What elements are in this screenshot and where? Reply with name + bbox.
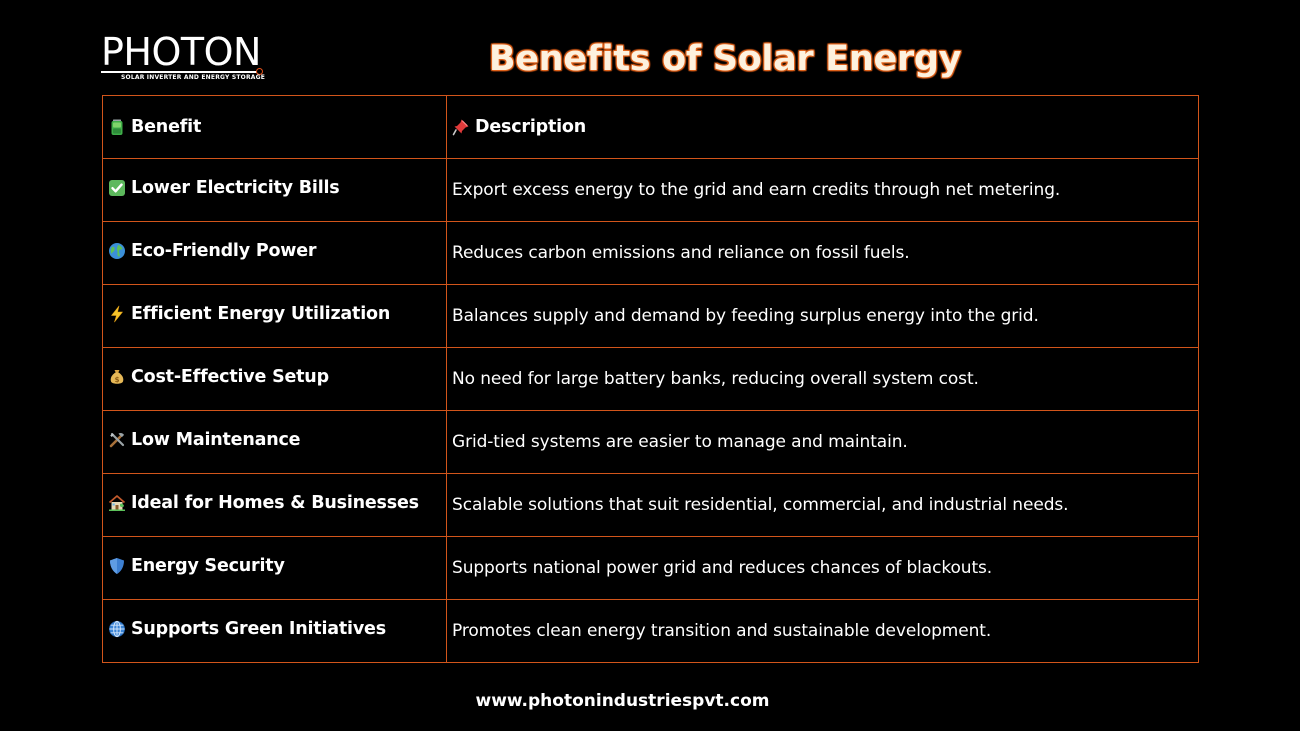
description-cell: Reduces carbon emissions and reliance on…: [446, 221, 1199, 285]
table-row: Ideal for Homes & Businesses Scalable sol…: [102, 473, 1199, 537]
logo-tagline: SOLAR INVERTER AND ENERGY STORAGE: [121, 74, 266, 81]
pushpin-icon: [452, 118, 470, 136]
benefit-label: Low Maintenance: [131, 430, 301, 450]
description-cell: Supports national power grid and reduces…: [446, 536, 1199, 600]
globe-meridians-icon: [108, 620, 126, 638]
description-text: Balances supply and demand by feeding su…: [452, 306, 1039, 326]
description-text: Promotes clean energy transition and sus…: [452, 621, 992, 641]
benefit-cell: Eco-Friendly Power: [102, 221, 447, 285]
logo-registered-dot: [256, 68, 263, 75]
table-row: $ Cost-Effective Setup No need for large b…: [102, 347, 1199, 411]
description-text: Supports national power grid and reduces…: [452, 558, 993, 578]
benefit-cell: Ideal for Homes & Businesses: [102, 473, 447, 537]
benefit-cell: Supports Green Initiatives: [102, 599, 447, 663]
table-row: Eco-Friendly Power Reduces carbon emissio…: [102, 221, 1199, 285]
page-title: Benefits of Solar Energy: [488, 39, 962, 79]
table-row: Lower Electricity Bills Export excess ene…: [102, 158, 1199, 222]
benefit-cell: Lower Electricity Bills: [102, 158, 447, 222]
globe-icon: [108, 242, 126, 260]
header-benefit-label: Benefit: [131, 117, 202, 137]
table-row: Supports Green Initiatives Promotes clean…: [102, 599, 1199, 663]
table-row: Efficient Energy Utilization Balances sup…: [102, 284, 1199, 348]
svg-text:$: $: [115, 376, 120, 384]
benefit-label: Eco-Friendly Power: [131, 241, 317, 261]
benefit-label: Efficient Energy Utilization: [131, 304, 391, 324]
table-header-row: Benefit Description: [102, 95, 1199, 159]
benefit-label: Ideal for Homes & Businesses: [131, 493, 419, 513]
money-bag-icon: $: [108, 368, 126, 386]
table-row: Energy Security Supports national power g…: [102, 536, 1199, 600]
description-text: No need for large battery banks, reducin…: [452, 369, 979, 389]
benefit-cell: $ Cost-Effective Setup: [102, 347, 447, 411]
benefit-cell: Low Maintenance: [102, 410, 447, 474]
table-row: Low Maintenance Grid-tied systems are eas…: [102, 410, 1199, 474]
logo-underline: [101, 71, 257, 73]
benefit-cell: Energy Security: [102, 536, 447, 600]
footer-website: www.photonindustriespvt.com: [475, 691, 770, 711]
benefit-label: Lower Electricity Bills: [131, 178, 340, 198]
description-cell: Grid-tied systems are easier to manage a…: [446, 410, 1199, 474]
logo-text: PHOTON: [101, 30, 261, 74]
header-benefit-cell: Benefit: [102, 95, 447, 159]
header-description-label: Description: [475, 117, 586, 137]
check-mark-icon: [108, 179, 126, 197]
description-text: Export excess energy to the grid and ear…: [452, 180, 1061, 200]
benefits-table: Benefit Description Lower Electricity Bi…: [102, 95, 1199, 663]
tools-icon: [108, 431, 126, 449]
benefit-cell: Efficient Energy Utilization: [102, 284, 447, 348]
benefit-label: Cost-Effective Setup: [131, 367, 329, 387]
description-cell: Balances supply and demand by feeding su…: [446, 284, 1199, 348]
battery-icon: [108, 118, 126, 136]
lightning-icon: [108, 305, 126, 323]
shield-icon: [108, 557, 126, 575]
description-text: Grid-tied systems are easier to manage a…: [452, 432, 908, 452]
logo-wordmark: PHOTON: [101, 32, 261, 72]
description-cell: No need for large battery banks, reducin…: [446, 347, 1199, 411]
benefit-label: Energy Security: [131, 556, 285, 576]
house-icon: [108, 494, 126, 512]
description-cell: Promotes clean energy transition and sus…: [446, 599, 1199, 663]
description-text: Reduces carbon emissions and reliance on…: [452, 243, 910, 263]
photon-logo: PHOTON SOLAR INVERTER AND ENERGY STORAGE: [101, 32, 266, 84]
benefit-label: Supports Green Initiatives: [131, 619, 386, 639]
description-cell: Scalable solutions that suit residential…: [446, 473, 1199, 537]
description-text: Scalable solutions that suit residential…: [452, 495, 1069, 515]
description-cell: Export excess energy to the grid and ear…: [446, 158, 1199, 222]
header-description-cell: Description: [446, 95, 1199, 159]
